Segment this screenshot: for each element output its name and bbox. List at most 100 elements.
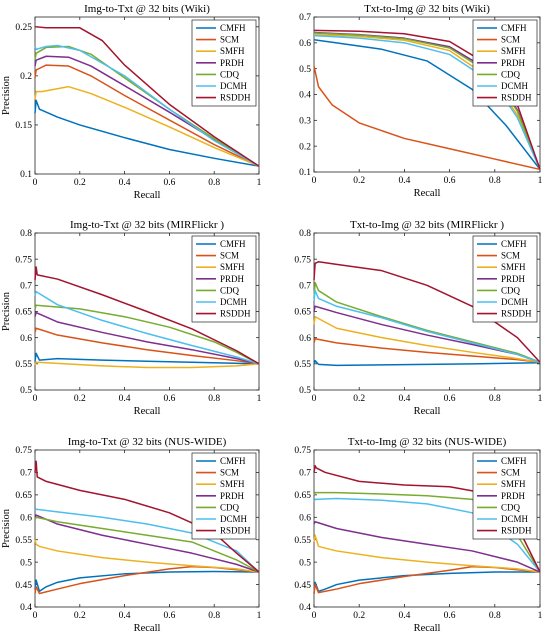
x-tick-label: 0.6 — [444, 611, 456, 621]
series-line-rsddh — [313, 261, 541, 363]
x-tick-label: 0.2 — [74, 394, 86, 404]
series-line-prdh — [313, 521, 541, 573]
y-tick-label: 0.65 — [15, 308, 32, 318]
chart-title: Img-to-Txt @ 32 bits (MIRFlickr ) — [70, 219, 224, 231]
chart-panel-5: Img-to-Txt @ 32 bits (NUS-WIDE) 0 0.2 0.4 0.… — [1, 436, 262, 634]
legend-entry-rsddh: RSDDH — [220, 309, 251, 319]
y-tick-label: 0.5 — [299, 65, 311, 75]
series-line-dcmh — [34, 44, 260, 167]
y-tick-label: 0.6 — [299, 334, 311, 344]
x-tick-label: 0.4 — [398, 394, 410, 404]
y-tick-label: 0.65 — [294, 308, 311, 318]
x-tick-label: 0.6 — [163, 611, 175, 621]
x-tick-label: 1 — [257, 611, 262, 621]
series-line-cmfh — [313, 359, 541, 367]
y-tick-label: 0.65 — [15, 491, 32, 501]
series-line-dcmh — [34, 508, 260, 573]
series-line-dcmh — [313, 289, 541, 363]
legend-entry-dcmh: DCMH — [220, 81, 248, 91]
series-lines — [34, 460, 260, 595]
series-line-scm — [313, 65, 541, 171]
y-tick-label: 0.4 — [299, 91, 311, 101]
y-tick-label: 0.8 — [20, 229, 32, 239]
y-tick-label: 0.2 — [20, 72, 32, 82]
x-tick-label: 0 — [33, 611, 38, 621]
legend-entry-scm: SCM — [501, 468, 520, 478]
y-tick-label: 0.7 — [20, 469, 32, 479]
legend-entry-smfh: SMFH — [501, 479, 526, 489]
chart-title: Img-to-Txt @ 32 bits (Wiki) — [84, 3, 210, 15]
y-tick-label: 0.1 — [20, 170, 32, 180]
x-tick-label: 0.6 — [163, 394, 175, 404]
y-tick-label: 0.75 — [294, 446, 311, 456]
series-line-cmfh — [313, 38, 541, 170]
x-tick-label: 0.6 — [163, 178, 175, 188]
legend-entry-dcmh: DCMH — [501, 81, 529, 91]
x-axis-label: Recall — [414, 623, 441, 634]
series-line-rsddh — [34, 460, 260, 573]
y-tick-label: 0.25 — [15, 23, 32, 33]
series-line-dcmh — [34, 290, 260, 365]
series-line-rsddh — [34, 266, 260, 365]
x-tick-label: 1 — [257, 394, 262, 404]
series-line-cmfh — [34, 352, 260, 365]
legend-entry-dcmh: DCMH — [501, 297, 529, 307]
legend-entry-prdh: PRDH — [220, 58, 245, 68]
legend-entry-cmfh: CMFH — [501, 239, 527, 249]
chart-title: Txt-to-Img @ 32 bits (Wiki) — [364, 3, 490, 15]
y-tick-label: 0.7 — [299, 469, 311, 479]
legend-entry-rsddh: RSDDH — [501, 93, 532, 103]
x-tick-label: 0.8 — [489, 394, 501, 404]
legend-entry-rsddh: RSDDH — [501, 309, 532, 319]
y-tick-label: 0.55 — [294, 360, 311, 370]
series-line-prdh — [34, 514, 260, 573]
series-lines — [34, 26, 260, 167]
x-axis-label: Recall — [414, 188, 441, 199]
x-axis-label: Recall — [414, 406, 441, 417]
y-tick-label: 0.1 — [299, 168, 311, 178]
series-line-cmfh — [34, 99, 260, 167]
y-tick-label: 0.7 — [20, 282, 32, 292]
chart-panel-6: Txt-to-Img @ 32 bits (NUS-WIDE) 0 0.2 0.4 0.… — [294, 436, 542, 634]
chart-panel-4: Txt-to-Img @ 32 bits (MIRFlickr ) 0 0.2 0.4… — [294, 219, 542, 417]
legend-entry-scm: SCM — [501, 35, 520, 45]
legend-entry-cmfh: CMFH — [220, 239, 246, 249]
x-tick-label: 0.8 — [208, 178, 220, 188]
y-tick-label: 0.2 — [299, 142, 311, 152]
legend-entry-prdh: PRDH — [220, 491, 245, 501]
series-line-cdq — [34, 516, 260, 573]
series-line-scm — [313, 337, 541, 364]
x-tick-label: 0.6 — [444, 176, 456, 186]
series-lines — [313, 261, 541, 367]
x-axis-label: Recall — [134, 406, 161, 417]
series-line-dcmh — [313, 34, 541, 170]
legend-entry-smfh: SMFH — [220, 479, 245, 489]
legend-entry-scm: SCM — [220, 35, 239, 45]
x-tick-label: 0 — [312, 611, 317, 621]
series-lines — [34, 266, 260, 369]
y-tick-label: 0.65 — [294, 491, 311, 501]
legend-entry-smfh: SMFH — [220, 46, 245, 56]
x-tick-label: 1 — [257, 178, 262, 188]
legend-entry-smfh: SMFH — [501, 46, 526, 56]
legend-entry-prdh: PRDH — [220, 274, 245, 284]
legend-entry-scm: SCM — [501, 251, 520, 261]
x-tick-label: 0.2 — [353, 394, 365, 404]
x-tick-label: 0.8 — [208, 394, 220, 404]
legend-entry-cmfh: CMFH — [501, 456, 527, 466]
chart-title: Txt-to-Img @ 32 bits (NUS-WIDE) — [348, 436, 507, 448]
series-line-scm — [34, 327, 260, 365]
legend-entry-rsddh: RSDDH — [501, 526, 532, 536]
legend-entry-cdq: CDQ — [220, 285, 240, 295]
legend-entry-dcmh: DCMH — [220, 514, 248, 524]
series-line-smfh — [313, 315, 541, 364]
x-tick-label: 0.8 — [208, 611, 220, 621]
x-tick-label: 0.4 — [119, 611, 131, 621]
y-axis-label: Precision — [1, 291, 12, 331]
y-tick-label: 0.75 — [294, 255, 311, 265]
series-line-prdh — [34, 311, 260, 365]
legend-entry-cmfh: CMFH — [220, 23, 246, 33]
